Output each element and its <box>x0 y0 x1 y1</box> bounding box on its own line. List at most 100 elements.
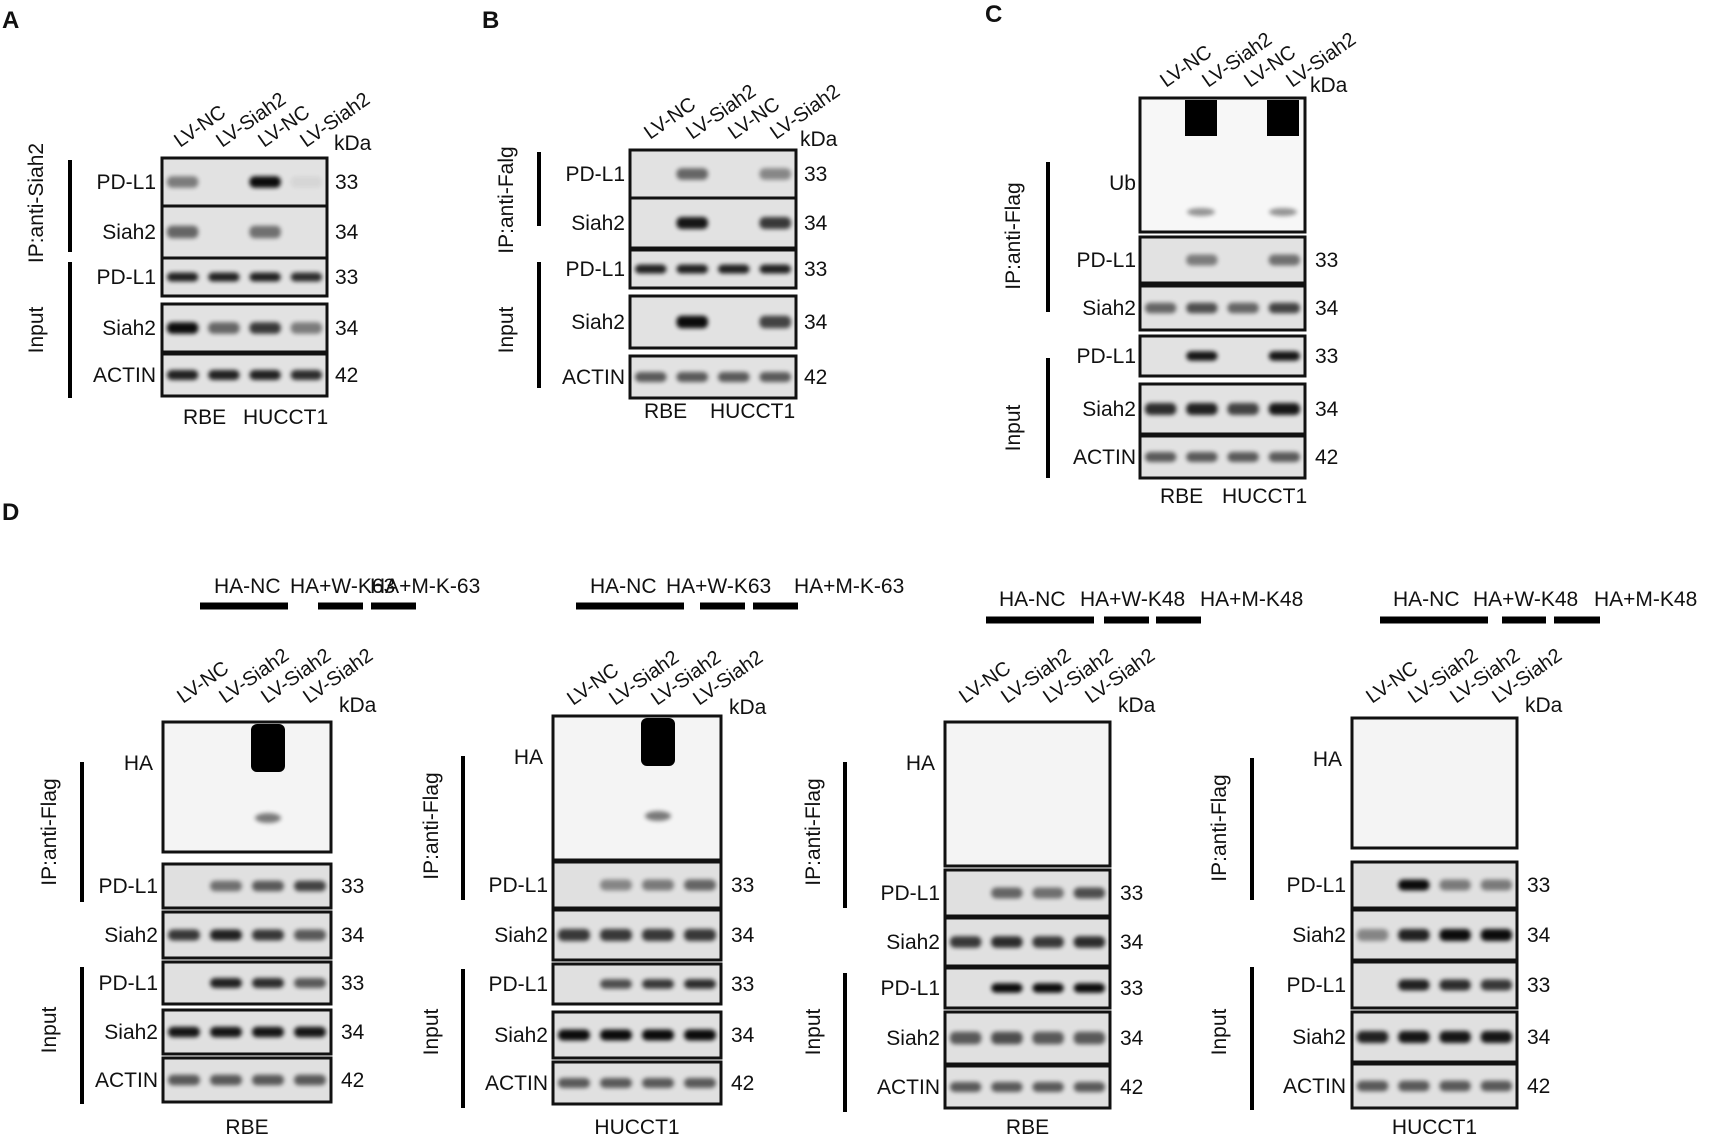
mw-label: 33 <box>341 875 364 898</box>
blot-strip <box>160 352 329 398</box>
ha-ubiquitin-smear <box>251 724 285 772</box>
row-label: Siah2 <box>571 212 625 235</box>
protein-band <box>1398 929 1430 941</box>
protein-band <box>642 1077 674 1089</box>
protein-band <box>210 929 242 941</box>
protein-band <box>1439 1031 1471 1043</box>
protein-band <box>255 813 281 823</box>
row-label: Siah2 <box>494 1024 548 1047</box>
row-label: PD-L1 <box>98 875 158 898</box>
mw-label: 42 <box>335 364 358 387</box>
protein-band <box>210 1026 242 1038</box>
ha-ubiquitin-smear <box>641 718 675 766</box>
mw-label: 34 <box>335 221 359 244</box>
treatment-group-label: HA+W-K63 <box>290 575 395 598</box>
input-group-label: Input <box>1208 1008 1231 1055</box>
protein-band <box>1073 887 1106 899</box>
blot-strip <box>161 862 333 910</box>
blot-strip <box>943 916 1112 968</box>
panel-d: DHA-NC HA+W-K63HA+M-K-63LV-NCLV-Siah2LV-S… <box>2 499 1697 1139</box>
row-label: Siah2 <box>886 931 940 954</box>
protein-band <box>558 1029 590 1041</box>
protein-band <box>1073 1081 1106 1093</box>
mw-label: 33 <box>335 266 358 289</box>
panel-letter: B <box>482 7 499 34</box>
mw-label: 42 <box>341 1069 364 1092</box>
protein-band <box>558 1077 590 1089</box>
row-label: HA <box>1313 748 1342 771</box>
protein-band <box>642 1029 674 1041</box>
blot-frame <box>161 720 333 854</box>
protein-band <box>294 929 326 941</box>
mw-label: 34 <box>1120 931 1144 954</box>
protein-band <box>166 225 199 239</box>
protein-band <box>684 879 716 891</box>
kda-label: kDa <box>1310 74 1348 97</box>
treatment-group-label: HA+M-K-63 <box>794 575 904 598</box>
protein-band <box>1032 983 1064 993</box>
mw-label: 34 <box>804 311 828 334</box>
protein-band <box>249 176 281 188</box>
blot-strip <box>1138 382 1307 436</box>
blot-strip <box>161 1056 333 1104</box>
protein-band <box>676 264 709 274</box>
protein-band <box>1186 451 1218 463</box>
treatment-group-label: HA-NC <box>999 588 1066 611</box>
protein-band <box>166 272 199 282</box>
blot-strip <box>628 248 798 290</box>
mw-label: 42 <box>1315 446 1338 469</box>
mw-label: 34 <box>804 212 828 235</box>
protein-band <box>991 983 1023 993</box>
blot-strip <box>943 1064 1112 1110</box>
mw-label: 42 <box>804 366 827 389</box>
protein-band <box>249 225 281 239</box>
treatment-group-label: HA+W-K48 <box>1473 588 1578 611</box>
cell-line-label: RBE <box>1160 485 1203 508</box>
protein-band <box>1187 208 1215 216</box>
row-label: HA <box>906 752 935 775</box>
protein-band <box>252 929 284 941</box>
row-label: ACTIN <box>485 1072 548 1095</box>
cell-line-label: RBE <box>225 1116 268 1138</box>
row-label: PD-L1 <box>1286 874 1346 897</box>
blot-strip <box>161 720 333 854</box>
blot-strip <box>628 148 798 200</box>
cell-line-label: HUCCT1 <box>1392 1116 1477 1138</box>
protein-band <box>1268 351 1301 361</box>
row-label: Siah2 <box>104 924 158 947</box>
row-label: ACTIN <box>1283 1075 1346 1098</box>
protein-band <box>1186 403 1218 415</box>
mw-label: 33 <box>1120 882 1143 905</box>
mw-label: 34 <box>1120 1027 1144 1050</box>
protein-band <box>208 272 240 282</box>
row-label: PD-L1 <box>880 977 940 1000</box>
blot-strip <box>1350 960 1519 1010</box>
protein-band <box>166 369 199 381</box>
mw-label: 34 <box>335 317 359 340</box>
row-label: PD-L1 <box>565 258 625 281</box>
protein-band <box>634 371 667 383</box>
blot-strip <box>551 860 723 910</box>
cell-line-label: HUCCT1 <box>594 1116 679 1138</box>
protein-band <box>168 1026 200 1038</box>
protein-band <box>1439 879 1471 891</box>
ip-group-label: IP:anti-Flag <box>802 778 825 885</box>
blot-strip <box>943 868 1112 918</box>
row-label: Siah2 <box>1082 297 1136 320</box>
protein-band <box>1144 451 1177 463</box>
mw-label: 33 <box>1527 874 1550 897</box>
protein-band <box>294 977 326 989</box>
row-label: HA <box>514 746 543 769</box>
blot-strip <box>1350 908 1519 962</box>
protein-band <box>684 929 716 941</box>
mw-label: 42 <box>1527 1075 1550 1098</box>
kda-label: kDa <box>1525 694 1563 717</box>
blot-strip <box>551 1010 723 1060</box>
protein-band <box>249 369 281 381</box>
protein-band <box>1439 979 1471 991</box>
protein-band <box>1268 254 1301 266</box>
blot-frame <box>943 720 1112 868</box>
protein-band <box>290 369 323 381</box>
